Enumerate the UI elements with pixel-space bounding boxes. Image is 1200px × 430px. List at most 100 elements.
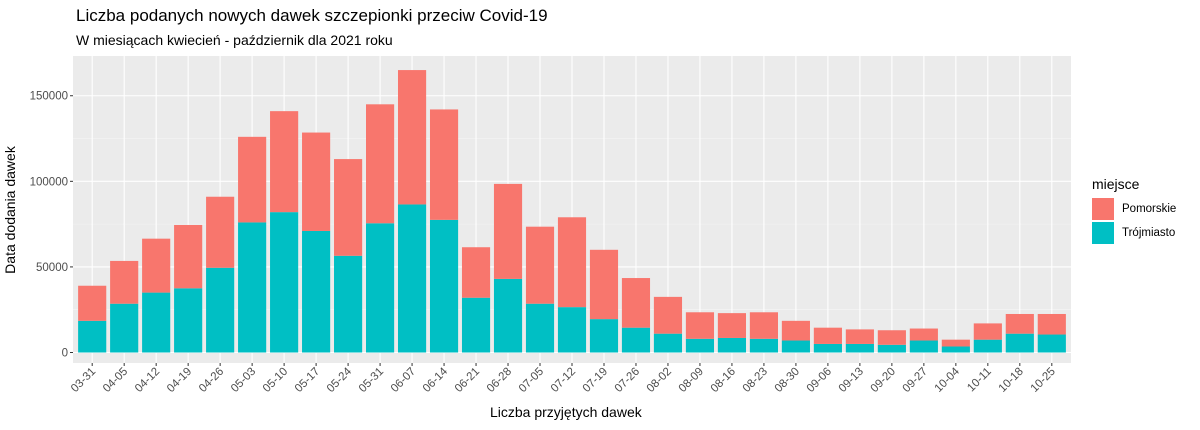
x-tick-label: 07-26 <box>613 366 642 395</box>
bar-trojmiasto <box>781 340 810 353</box>
x-tick-label: 09-27 <box>901 366 930 395</box>
legend-title: miejsce <box>1092 176 1140 192</box>
legend-key-pomorskie <box>1092 198 1114 220</box>
bar-pomorskie <box>877 330 906 345</box>
bar-trojmiasto <box>525 303 555 353</box>
bar-trojmiasto <box>941 346 970 353</box>
bar-trojmiasto <box>621 327 651 353</box>
bar-trojmiasto <box>270 212 299 353</box>
y-tick-label: 150000 <box>30 91 68 103</box>
x-tick-label: 07-05 <box>517 366 546 395</box>
bar-pomorskie <box>174 224 203 289</box>
bar-pomorskie <box>366 104 395 224</box>
x-tick-label: 09-13 <box>837 366 866 395</box>
bar-trojmiasto <box>557 307 587 353</box>
legend-label-pomorskie: Pomorskie <box>1122 203 1177 215</box>
x-tick-label: 06-07 <box>389 366 418 395</box>
x-tick-label: 06-21 <box>453 366 482 395</box>
x-tick-label: 04-26 <box>197 366 226 395</box>
bar-pomorskie <box>1037 313 1066 335</box>
x-tick-label: 03-31 <box>69 366 98 395</box>
x-tick-label: 10-04 <box>933 365 963 395</box>
bar-trojmiasto <box>749 338 778 353</box>
x-axis-label: Liczba przyjętych dawek <box>490 404 642 420</box>
bar-pomorskie <box>589 249 619 320</box>
x-tick-label: 04-05 <box>101 366 130 395</box>
bar-pomorskie <box>493 183 523 279</box>
bar-pomorskie <box>78 285 107 321</box>
x-tick-label: 05-31 <box>357 366 386 395</box>
bar-pomorskie <box>206 196 235 268</box>
x-tick-label: 07-19 <box>581 366 610 395</box>
bar-trojmiasto <box>589 319 619 353</box>
bar-trojmiasto <box>813 343 842 353</box>
bar-trojmiasto <box>877 344 906 353</box>
x-tick-label: 10-25 <box>1029 366 1058 395</box>
bar-pomorskie <box>397 70 427 205</box>
bar-pomorskie <box>813 327 842 344</box>
x-tick-label: 05-10 <box>261 366 290 395</box>
x-tick-label: 08-23 <box>741 366 770 395</box>
bar-trojmiasto <box>973 339 1002 353</box>
x-tick-label: 05-03 <box>229 366 258 395</box>
bar-pomorskie <box>621 278 651 328</box>
bar-trojmiasto <box>334 255 363 353</box>
y-axis-label: Data dodania dawek <box>2 146 18 274</box>
bar-pomorskie <box>334 159 363 256</box>
x-tick-label: 08-02 <box>645 366 674 395</box>
bar-pomorskie <box>717 313 747 338</box>
bar-trojmiasto <box>397 204 427 353</box>
x-tick-label: 05-24 <box>325 365 355 395</box>
x-tick-label: 05-17 <box>293 366 322 395</box>
legend-item-pomorskie: Pomorskie <box>1092 198 1176 220</box>
x-tick-label: 09-20 <box>869 366 898 395</box>
bar-trojmiasto <box>717 337 747 353</box>
x-tick-label: 06-14 <box>421 365 451 395</box>
x-tick-label: 08-16 <box>709 366 738 395</box>
y-tick-label: 50000 <box>36 262 68 274</box>
bar-pomorskie <box>142 238 171 293</box>
x-tick-label: 06-28 <box>485 366 514 395</box>
x-tick-label: 04-12 <box>133 366 162 395</box>
bar-pomorskie <box>110 260 139 304</box>
bar-pomorskie <box>909 328 938 341</box>
bar-pomorskie <box>845 329 874 344</box>
bar-trojmiasto <box>78 320 107 353</box>
bar-pomorskie <box>749 312 778 339</box>
x-tick-label: 04-19 <box>165 366 194 395</box>
bar-trojmiasto <box>461 297 491 353</box>
bar-trojmiasto <box>206 267 235 353</box>
bar-pomorskie <box>525 226 555 304</box>
x-tick-label: 07-12 <box>549 366 578 395</box>
legend-label-trojmiasto: Trójmiasto <box>1122 227 1176 239</box>
bar-pomorskie <box>557 217 587 308</box>
bar-pomorskie <box>653 296 683 334</box>
bar-trojmiasto <box>429 219 459 353</box>
x-tick-label: 10-11 <box>965 366 994 395</box>
chart-subtitle: W miesiącach kwiecień - październik dla … <box>76 32 393 48</box>
bar-trojmiasto <box>1005 333 1034 353</box>
bar-trojmiasto <box>366 223 395 353</box>
bar-trojmiasto <box>174 288 203 353</box>
bar-trojmiasto <box>302 230 331 353</box>
bar-trojmiasto <box>653 333 683 353</box>
chart-title: Liczba podanych nowych dawek szczepionki… <box>76 6 548 25</box>
bar-pomorskie <box>781 320 810 341</box>
bar-trojmiasto <box>685 338 715 353</box>
bar-trojmiasto <box>1037 334 1066 353</box>
bar-pomorskie <box>973 323 1002 340</box>
legend-item-trojmiasto: Trójmiasto <box>1092 222 1175 244</box>
x-tick-label: 10-18 <box>997 366 1026 395</box>
y-tick-label: 0 <box>62 348 68 360</box>
x-tick-label: 09-06 <box>805 366 834 395</box>
bar-trojmiasto <box>845 343 874 353</box>
bar-pomorskie <box>429 109 459 220</box>
y-tick-label: 100000 <box>30 176 68 188</box>
bar-pomorskie <box>238 136 267 223</box>
bar-pomorskie <box>270 111 299 213</box>
bar-trojmiasto <box>142 292 171 353</box>
bar-trojmiasto <box>909 340 938 353</box>
bar-pomorskie <box>302 132 331 231</box>
bar-pomorskie <box>1005 313 1034 334</box>
